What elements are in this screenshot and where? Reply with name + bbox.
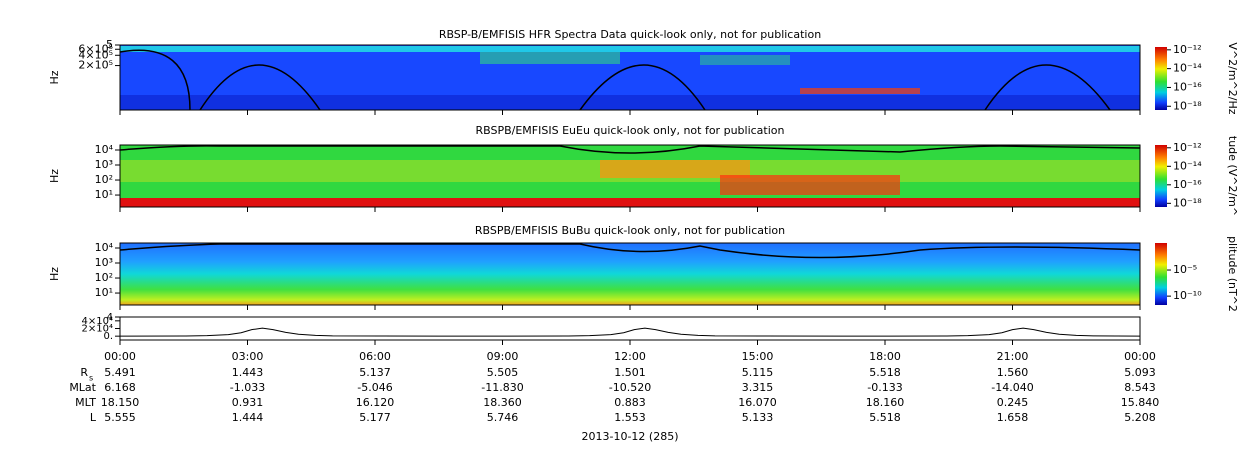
y-tick-label: 10⁴ [95, 241, 114, 254]
colorbar [1155, 47, 1167, 110]
x-tick-label: 15:00 [742, 350, 774, 363]
ephemeris-value: -5.046 [357, 381, 392, 394]
ephemeris-value: -14.040 [991, 381, 1033, 394]
ephemeris-value: 8.543 [1124, 381, 1156, 394]
ephemeris-label: L [90, 411, 97, 424]
ephemeris-value: 1.501 [614, 366, 646, 379]
colorbar-tick-label: 10⁻¹⁴ [1173, 62, 1202, 75]
x-axis-label: 2013-10-12 (285) [581, 430, 678, 443]
data-line [119, 327, 1141, 337]
y-tick-label: 4×10⁵ [78, 48, 113, 61]
colorbar-label: plitude (nT^2 [1226, 236, 1239, 312]
colorbar-label: tude (V^2/m^ [1226, 136, 1239, 216]
ephemeris-value: 1.443 [232, 366, 264, 379]
ephemeris-label-sub: s [89, 374, 93, 383]
panel-frame [119, 316, 1141, 341]
y-tick-label: 10¹ [95, 286, 113, 299]
y-tick-label: 10² [95, 271, 113, 284]
y-tick-label: 5 [106, 38, 113, 51]
x-tick-label: 21:00 [997, 350, 1029, 363]
ephemeris-value: 5.133 [742, 411, 774, 424]
ephemeris-value: 16.070 [738, 396, 777, 409]
ephemeris-value: 15.840 [1121, 396, 1160, 409]
colorbar-tick-label: 10⁻¹⁶ [1173, 178, 1202, 191]
colorbar-tick-label: 10⁻¹⁸ [1173, 196, 1202, 209]
y-tick-label: 2×10⁵ [78, 59, 113, 72]
ephemeris-value: 18.160 [866, 396, 905, 409]
ephemeris-value: -11.830 [481, 381, 523, 394]
ephemeris-value: 5.555 [104, 411, 136, 424]
ephemeris-label: MLat [69, 381, 96, 394]
y-tick-label: 10² [95, 173, 113, 186]
colorbar-tick-label: 10⁻¹² [1173, 43, 1202, 56]
y-tick-label: 10³ [95, 158, 113, 171]
ephemeris-value: -10.520 [609, 381, 651, 394]
ephemeris-value: -0.133 [867, 381, 902, 394]
ephemeris-value: 18.150 [101, 396, 140, 409]
x-tick-label: 09:00 [487, 350, 519, 363]
ephemeris-value: 0.931 [232, 396, 264, 409]
ephemeris-value: 1.560 [997, 366, 1029, 379]
ephemeris-value: 6.168 [104, 381, 136, 394]
panel-title: RBSP-B/EMFISIS HFR Spectra Data quick-lo… [439, 28, 821, 41]
colorbar [1155, 145, 1167, 207]
ephemeris-value: 0.883 [614, 396, 646, 409]
y-axis-label: Hz [48, 267, 61, 281]
y-tick-label: 10¹ [95, 188, 113, 201]
colorbar-tick-label: 10⁻⁵ [1173, 263, 1197, 276]
ephemeris-value: 1.444 [232, 411, 264, 424]
colorbar-tick-label: 10⁻¹² [1173, 141, 1202, 154]
x-tick-label: 00:00 [104, 350, 136, 363]
panel-title: RBSPB/EMFISIS EuEu quick-look only, not … [475, 124, 784, 137]
ephemeris-label: MLT [75, 396, 96, 409]
ephemeris-value: 1.553 [614, 411, 646, 424]
ephemeris-label: R [80, 366, 88, 379]
colorbar-tick-label: 10⁻¹⁴ [1173, 159, 1202, 172]
y-tick-label: 10⁴ [95, 143, 114, 156]
y-axis-label: Hz [48, 70, 61, 84]
ephemeris-value: 5.093 [1124, 366, 1156, 379]
ephemeris-value: 1.658 [997, 411, 1029, 424]
colorbar-tick-label: 10⁻¹⁰ [1173, 289, 1202, 302]
y-axis-label: Hz [48, 169, 61, 183]
y-tick-label: 4×10⁴ [82, 316, 113, 327]
colorbar [1155, 243, 1167, 305]
ephemeris-value: 5.137 [359, 366, 391, 379]
colorbar-label: V^2/m^2/Hz [1226, 42, 1239, 114]
ephemeris-value: 5.177 [359, 411, 391, 424]
panel-title: RBSPB/EMFISIS BuBu quick-look only, not … [475, 224, 785, 237]
ephemeris-value: 5.505 [487, 366, 519, 379]
ephemeris-value: 5.115 [742, 366, 774, 379]
ephemeris-value: 16.120 [356, 396, 395, 409]
ephemeris-value: 5.746 [487, 411, 519, 424]
y-tick-label: 6×10⁵ [78, 42, 113, 55]
x-tick-label: 18:00 [869, 350, 901, 363]
spectrogram-images [119, 45, 1141, 305]
ephemeris-value: 5.518 [869, 411, 901, 424]
x-tick-label: 12:00 [614, 350, 646, 363]
y-tick-label: 4 [107, 312, 113, 323]
x-tick-label: 03:00 [232, 350, 264, 363]
ephemeris-value: 5.491 [104, 366, 136, 379]
ephemeris-value: 5.518 [869, 366, 901, 379]
x-tick-label: 06:00 [359, 350, 391, 363]
x-tick-label: 00:00 [1124, 350, 1156, 363]
y-tick-label: 10³ [95, 256, 113, 269]
ephemeris-value: 5.208 [1124, 411, 1156, 424]
ephemeris-value: 3.315 [742, 381, 774, 394]
ephemeris-value: -1.033 [230, 381, 265, 394]
ephemeris-value: 0.245 [997, 396, 1029, 409]
colorbar-tick-label: 10⁻¹⁶ [1173, 80, 1202, 93]
ephemeris-value: 18.360 [483, 396, 522, 409]
y-tick-label: 2×10⁴ [82, 324, 113, 335]
y-tick-label: 0. [103, 331, 113, 342]
colorbar-tick-label: 10⁻¹⁸ [1173, 99, 1202, 112]
